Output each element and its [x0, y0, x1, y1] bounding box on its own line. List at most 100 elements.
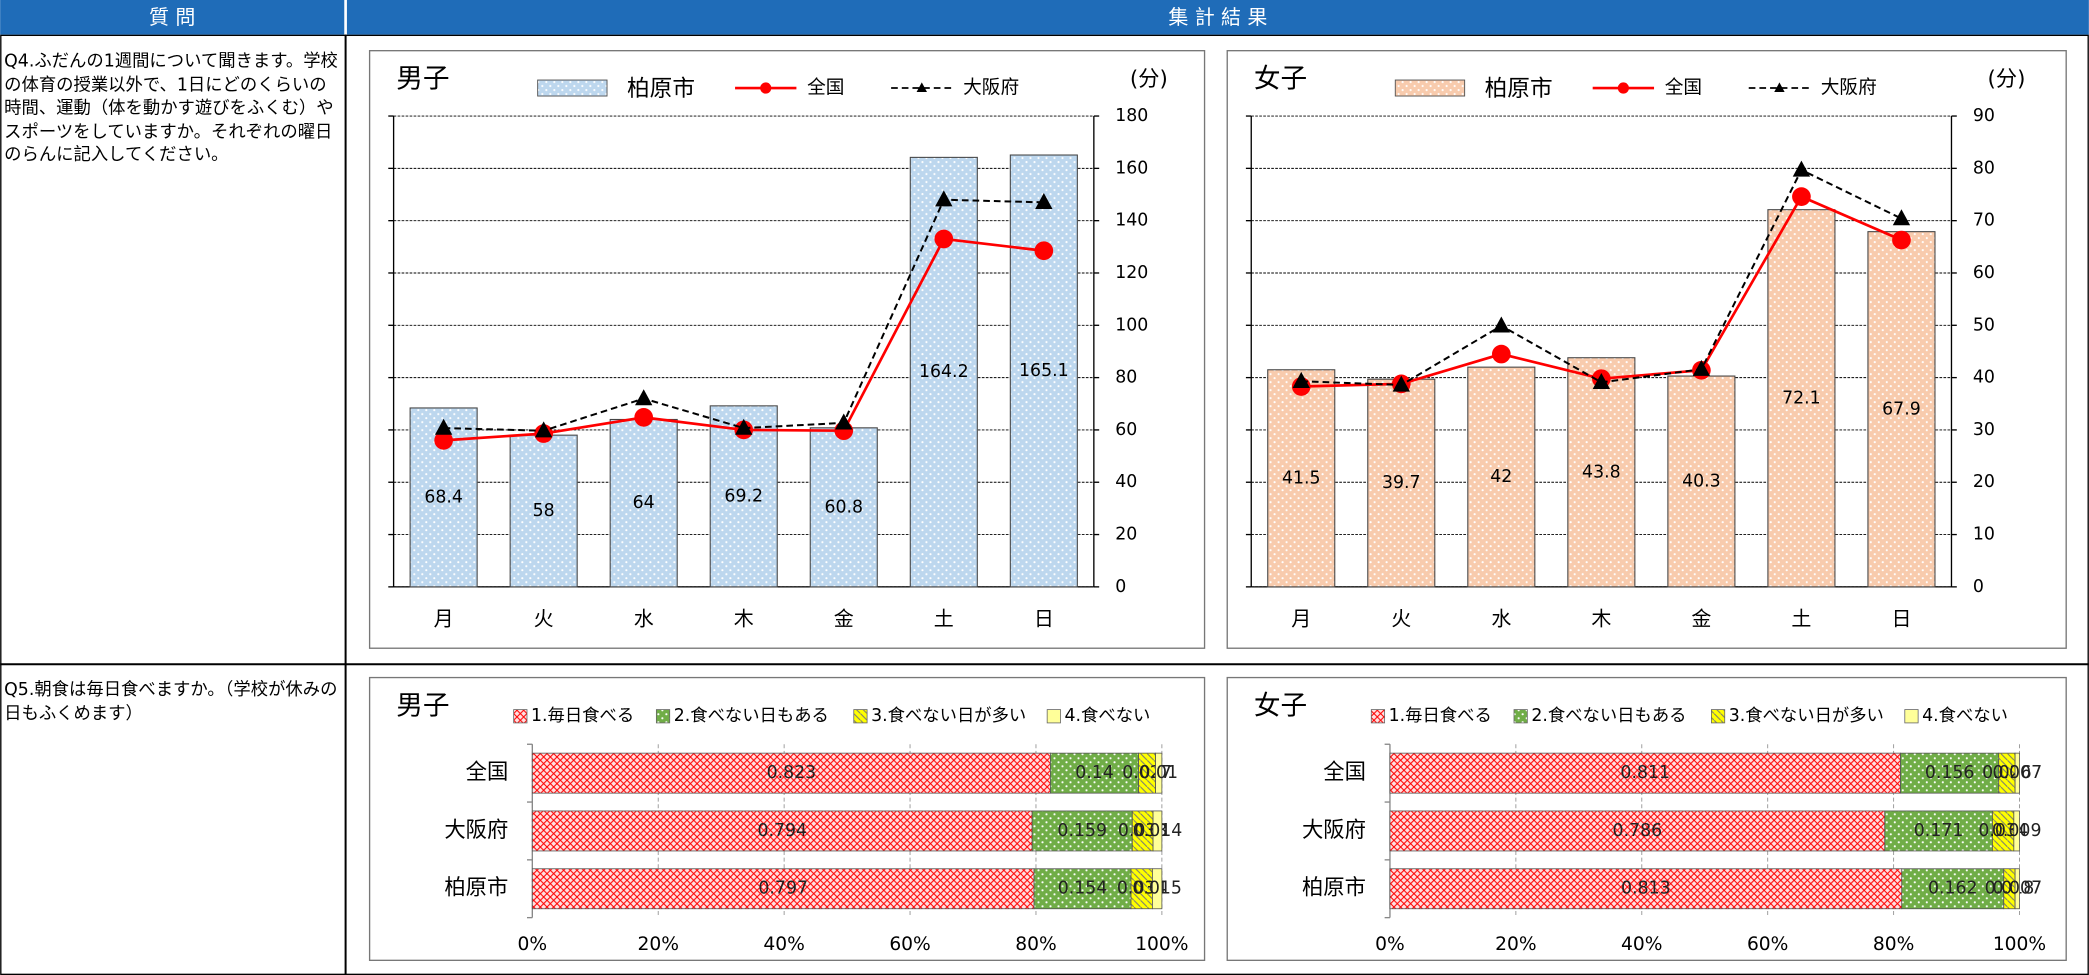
- chart-frame: [368, 50, 1206, 649]
- marker: [935, 190, 953, 207]
- marker: [635, 389, 653, 406]
- marker: [760, 82, 772, 94]
- y-tick-label: 全国: [1323, 760, 1366, 785]
- bar-segment: [531, 810, 1033, 852]
- legend-swatch: [853, 709, 868, 724]
- question-cell: Q5.朝食は毎日食べますか。（学校が休みの日もふくめます）: [4, 680, 338, 724]
- x-tick-label: 木: [734, 607, 754, 631]
- header-result: 集 計 結 果: [1168, 5, 1267, 29]
- marker: [835, 413, 853, 430]
- bar: [509, 434, 578, 588]
- x-tick-label: 80%: [1015, 934, 1056, 955]
- data-label: 39.7: [1382, 473, 1421, 493]
- bar-segment: [2013, 810, 2020, 852]
- bar-segment: [1389, 752, 1901, 794]
- bar-segment: [1033, 868, 1132, 910]
- x-tick-label: 20%: [1495, 934, 1536, 955]
- x-tick-label: 水: [1491, 607, 1511, 631]
- legend-label: 4.食べない: [1922, 706, 2008, 726]
- y-tick-label: 180: [1115, 106, 1148, 126]
- legend-swatch: [655, 709, 671, 724]
- data-label: 165.1: [1019, 361, 1069, 381]
- data-label: 0.811: [1620, 763, 1670, 783]
- bar-segment: [531, 868, 1035, 910]
- data-label: 0.823: [767, 763, 817, 783]
- y-tick-label: 120: [1115, 263, 1148, 283]
- x-tick-label: 80%: [1873, 934, 1914, 955]
- legend-label: 柏原市: [627, 76, 695, 102]
- marker: [1774, 82, 1785, 93]
- bar-segment: [2014, 752, 2020, 794]
- x-tick-label: 水: [634, 607, 654, 631]
- data-label: 43.8: [1582, 462, 1621, 482]
- bar: [1367, 378, 1436, 588]
- marker: [934, 229, 954, 249]
- bar-segment: [1900, 752, 2000, 794]
- y-tick-label: 10: [1973, 525, 1995, 545]
- x-tick-label: 土: [934, 607, 954, 631]
- y-tick-label: 全国: [466, 760, 509, 785]
- data-label: 0.171: [1914, 821, 1964, 841]
- bar: [1767, 209, 1836, 588]
- legend-swatch: [1370, 709, 1386, 724]
- chart-title: 男子: [396, 690, 449, 721]
- data-label: 0.794: [757, 821, 807, 841]
- marker: [1692, 359, 1711, 376]
- marker: [634, 408, 654, 427]
- legend-label: 柏原市: [1485, 76, 1553, 102]
- y-tick-label: 160: [1115, 158, 1148, 178]
- marker: [1392, 375, 1410, 392]
- data-label: 0.014: [1133, 821, 1183, 841]
- legend-label: 全国: [807, 78, 844, 99]
- data-label: 41.5: [1282, 468, 1321, 488]
- legend-swatch: [537, 79, 608, 97]
- unit-label: (分): [1987, 67, 2025, 92]
- marker: [1792, 187, 1811, 206]
- x-tick-label: 60%: [1747, 934, 1788, 955]
- data-label: 69.2: [724, 486, 763, 506]
- y-tick-label: 大阪府: [1302, 818, 1366, 843]
- y-tick-label: 40: [1973, 368, 1995, 388]
- data-label: 68.4: [424, 487, 463, 507]
- legend-label: 3.食べない日が多い: [871, 706, 1026, 726]
- bar: [1267, 369, 1336, 588]
- bar: [1867, 231, 1936, 588]
- marker: [1592, 372, 1611, 389]
- y-tick-label: 50: [1973, 315, 1995, 335]
- x-tick-label: 100%: [1993, 934, 2046, 955]
- x-tick-label: 日: [1034, 607, 1054, 631]
- x-tick-label: 月: [1291, 607, 1311, 631]
- y-tick-label: 30: [1973, 420, 1995, 440]
- bar-segment: [531, 752, 1051, 794]
- legend-label: 大阪府: [1821, 78, 1877, 99]
- bar: [1567, 357, 1636, 588]
- data-label: 0.009: [1992, 821, 2042, 841]
- y-tick-label: 60: [1973, 263, 1995, 283]
- y-tick-label: 70: [1973, 211, 1995, 231]
- y-tick-label: 60: [1115, 420, 1137, 440]
- marker: [1892, 230, 1911, 250]
- bar: [909, 156, 978, 588]
- x-tick-label: 100%: [1135, 934, 1188, 955]
- bar-segment: [1152, 810, 1163, 852]
- legend-swatch: [1394, 79, 1466, 97]
- marker: [1491, 344, 1511, 364]
- data-label: 0.797: [758, 879, 808, 899]
- marker: [1792, 160, 1811, 177]
- legend-label: 3.食べない日が多い: [1729, 706, 1884, 726]
- bar-segment: [1152, 868, 1163, 910]
- bar-segment: [1901, 868, 2005, 910]
- data-label: 0.015: [1132, 879, 1182, 899]
- question-text: Q5.朝食は毎日食べますか。（学校が休みの日もふくめます）: [4, 680, 338, 724]
- bar: [809, 427, 878, 588]
- y-tick-label: 80: [1973, 158, 1995, 178]
- data-label: 0.007: [1992, 763, 2042, 783]
- chart-frame: [1226, 50, 2067, 649]
- x-tick-label: 金: [1691, 607, 1711, 631]
- bar-segment: [1389, 868, 1903, 910]
- marker: [434, 418, 453, 435]
- question-text: Q4.ふだんの1週間について聞きます。学校の体育の授業以外で、1日にどのくらいの…: [4, 52, 338, 166]
- chart-title: 女子: [1254, 690, 1307, 721]
